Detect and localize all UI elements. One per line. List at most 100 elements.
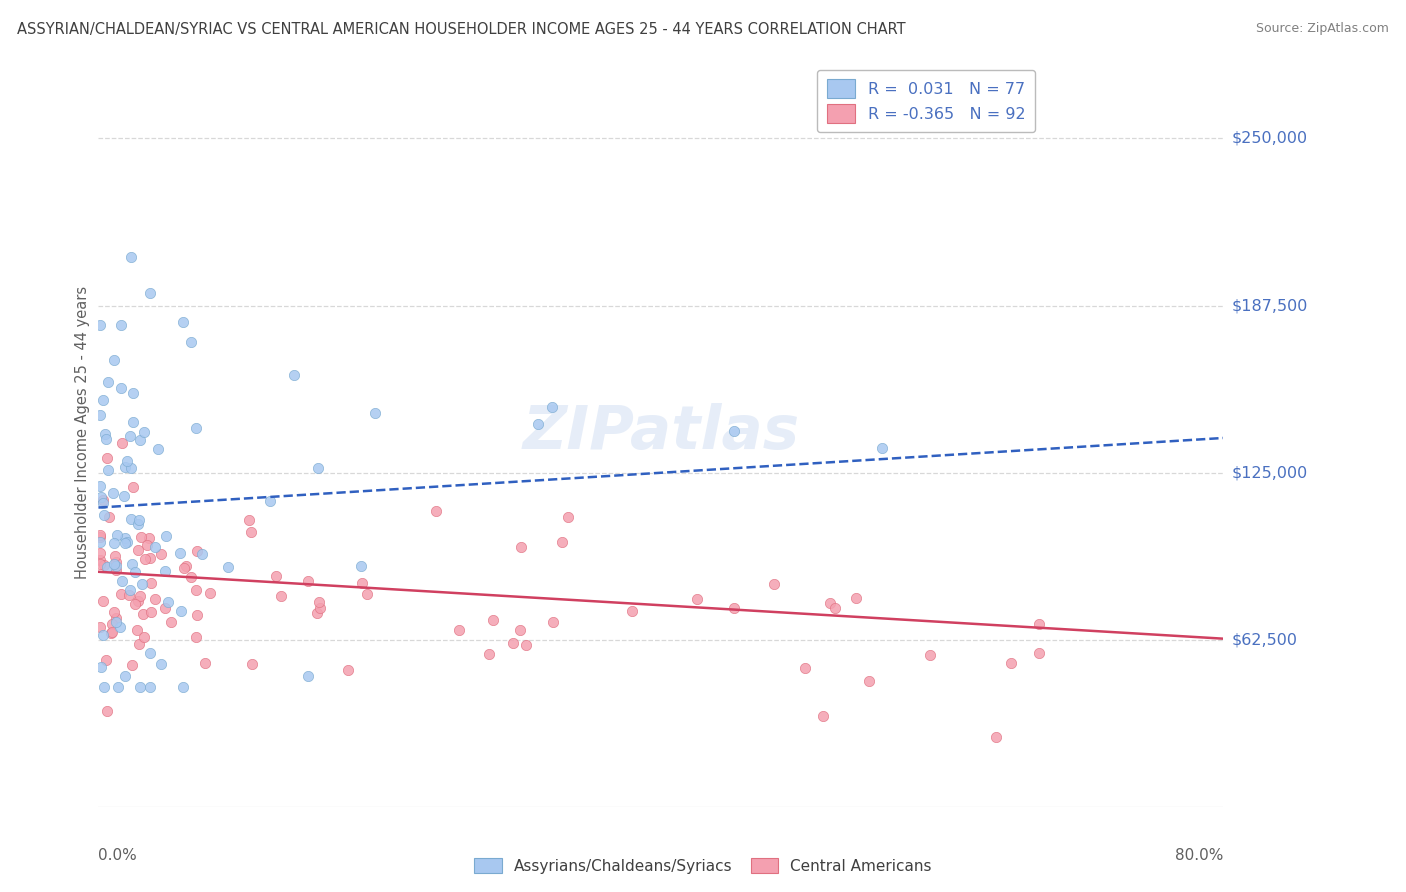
Point (259, 493, 281, 508)
Point (356, 587, 378, 601)
Point (114, 489, 136, 503)
Point (194, 657, 217, 671)
Point (93, 628, 115, 642)
Point (117, 454, 139, 468)
Point (114, 531, 136, 545)
Point (686, 591, 709, 606)
Point (481, 614, 503, 628)
Point (870, 441, 893, 455)
Point (89, 620, 111, 634)
Text: $125,000: $125,000 (1232, 466, 1308, 480)
Point (845, 591, 868, 606)
Point (89, 408, 111, 422)
Point (129, 680, 152, 694)
Point (858, 673, 880, 688)
Point (350, 575, 373, 590)
Point (509, 624, 531, 638)
Point (170, 604, 193, 618)
Point (111, 436, 134, 450)
Point (97, 375, 120, 389)
Point (110, 381, 132, 395)
Point (121, 657, 143, 672)
Point (124, 597, 146, 611)
Point (297, 669, 319, 683)
Point (89, 530, 111, 544)
Point (96, 559, 118, 574)
Point (198, 585, 221, 599)
Point (129, 433, 152, 447)
Point (93, 508, 115, 523)
Point (89, 553, 111, 567)
Point (108, 620, 131, 634)
Text: $187,500: $187,500 (1232, 298, 1308, 313)
Point (111, 574, 134, 588)
Point (89, 546, 111, 560)
Point (180, 334, 202, 349)
Point (117, 588, 139, 602)
Point (1028, 616, 1050, 631)
Point (184, 631, 207, 645)
Point (114, 536, 136, 550)
Text: ASSYRIAN/CHALDEAN/SYRIAC VS CENTRAL AMERICAN HOUSEHOLDER INCOME AGES 25 - 44 YEA: ASSYRIAN/CHALDEAN/SYRIAC VS CENTRAL AMER… (17, 22, 905, 37)
Point (94, 652, 117, 666)
Point (105, 527, 128, 541)
Point (139, 680, 162, 694)
Point (100, 617, 122, 632)
Point (135, 538, 157, 552)
Point (138, 286, 160, 301)
Point (186, 608, 208, 623)
Point (128, 513, 150, 527)
Point (89, 534, 111, 549)
Point (723, 600, 745, 615)
Point (238, 513, 260, 527)
Point (110, 318, 132, 333)
Point (173, 561, 195, 575)
Point (89, 318, 111, 333)
Point (153, 564, 176, 578)
Point (169, 546, 191, 560)
Point (90, 490, 112, 504)
Point (96, 704, 118, 718)
Point (149, 657, 172, 671)
Point (425, 504, 447, 518)
Point (1000, 656, 1022, 670)
Point (337, 663, 360, 677)
Point (138, 531, 160, 545)
Point (105, 563, 128, 577)
Point (127, 594, 149, 608)
Point (146, 442, 169, 456)
Text: $62,500: $62,500 (1232, 632, 1298, 648)
Point (240, 525, 263, 540)
Point (309, 601, 332, 615)
Point (89, 528, 111, 542)
Point (141, 605, 163, 619)
Point (121, 558, 143, 572)
Point (160, 615, 183, 629)
Point (143, 592, 166, 607)
Point (557, 510, 579, 524)
Point (986, 731, 1008, 745)
Point (110, 587, 132, 601)
Point (127, 623, 149, 637)
Text: ZIPatlas: ZIPatlas (522, 403, 800, 462)
Point (94, 433, 117, 447)
Point (217, 560, 239, 574)
Point (145, 541, 167, 555)
Point (364, 406, 387, 420)
Point (794, 661, 817, 675)
Point (155, 529, 177, 543)
Point (114, 669, 136, 683)
Point (139, 646, 162, 660)
Point (103, 558, 125, 572)
Point (128, 637, 150, 651)
Point (510, 540, 533, 554)
Point (104, 559, 127, 574)
Point (270, 590, 292, 604)
Point (174, 559, 197, 574)
Point (447, 624, 470, 638)
Point (240, 657, 263, 671)
Point (131, 577, 153, 591)
Point (93, 680, 115, 694)
Point (104, 615, 127, 630)
Point (149, 547, 172, 561)
